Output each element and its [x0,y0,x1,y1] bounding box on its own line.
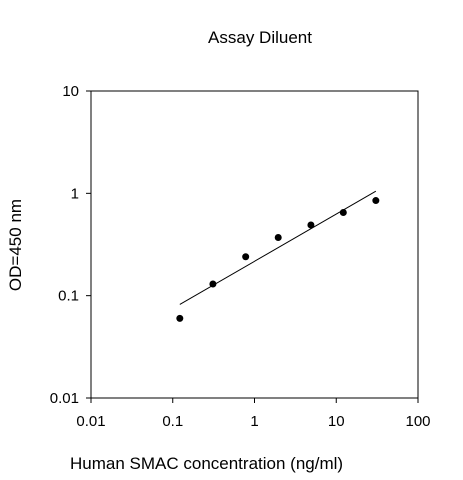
x-tick-label: 0.01 [76,413,105,430]
data-points [176,197,380,322]
fit-line-group [179,190,377,305]
x-tick-label: 10 [328,413,345,430]
axis-ticks: 0.01 0.1 1 10 100 0.01 0.1 1 10 [50,83,431,430]
fit-line [179,190,377,305]
x-tick-label: 100 [405,413,430,430]
y-tick-label: 10 [62,83,79,100]
y-tick-label: 0.1 [58,288,79,305]
data-point [339,208,347,216]
y-axis-label: OD=450 nm [6,198,25,292]
x-tick-label: 1 [250,413,258,430]
x-axis-label: Human SMAC concentration (ng/ml) [70,454,344,473]
chart-title: Assay Diluent [208,28,312,47]
x-tick-label: 0.1 [162,413,183,430]
data-point [176,314,184,322]
data-point [307,221,315,229]
data-point [242,253,250,261]
data-point [274,234,282,242]
y-tick-label: 0.01 [50,390,79,407]
data-point [209,280,217,288]
data-point [372,197,380,205]
plot-frame [90,90,419,399]
y-tick-label: 1 [71,185,79,202]
